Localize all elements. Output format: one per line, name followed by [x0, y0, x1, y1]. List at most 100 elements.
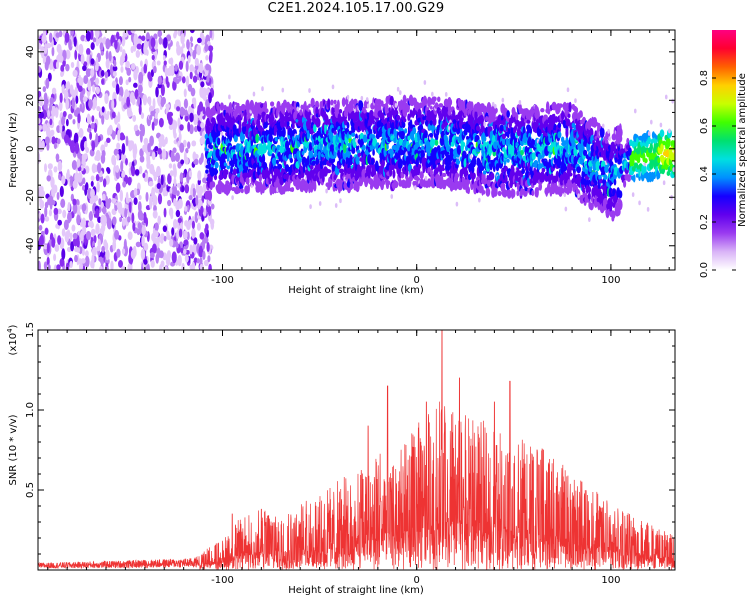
spectrogram-noise-blob — [181, 262, 185, 270]
spectrogram-noise-blob — [199, 86, 204, 98]
spectrogram-noise-blob — [187, 55, 191, 64]
spectrogram-noise-blob — [168, 116, 173, 126]
spectrogram-noise-blob — [133, 82, 138, 88]
spectrogram-faint-blob — [396, 86, 400, 92]
spectrogram-noise-blob — [118, 95, 122, 102]
spectrogram-noise-blob — [86, 127, 92, 133]
spectrogram-faint-blob — [346, 94, 350, 100]
spectrogram-noise-blob — [122, 30, 128, 38]
spectrogram-signal-blob — [481, 116, 484, 124]
spectrogram-noise-blob — [159, 263, 163, 270]
spectrogram-noise-blob — [80, 164, 84, 172]
spectrogram-faint-blob — [478, 197, 481, 203]
spectrogram-noise-blob — [72, 118, 76, 125]
spectrogram-signal-blob — [384, 104, 389, 116]
spectrogram-noise-blob — [42, 123, 48, 132]
spectrogram-signal-blob — [333, 99, 337, 105]
spectrogram-noise-blob — [172, 163, 177, 171]
spectrogram-faint-blob — [318, 201, 322, 206]
spectrogram-faint-blob — [227, 161, 230, 166]
spectrogram-signal-blob — [209, 144, 213, 150]
spectrogram-noise-blob — [116, 248, 121, 258]
spectrogram-noise-blob — [208, 45, 214, 52]
spectrogram-signal-blob — [359, 120, 363, 131]
spectrogram-noise-blob — [130, 45, 134, 54]
spectrogram-signal-blob — [495, 108, 498, 113]
spectrogram-noise-blob — [125, 158, 128, 166]
spectrogram-noise-blob — [207, 255, 211, 263]
spectrogram-noise-blob — [51, 186, 56, 199]
spectrogram-noise-blob — [121, 248, 126, 255]
spectrogram-noise-blob — [159, 238, 164, 244]
spectrogram-noise-blob — [193, 125, 198, 133]
spectrogram-signal-blob — [272, 144, 276, 153]
spectrogram-noise-blob — [134, 124, 139, 131]
spectrogram-noise-blob — [77, 172, 83, 183]
spectrogram-signal-blob — [308, 142, 313, 152]
spectrogram-signal-blob — [485, 187, 491, 197]
spectrogram-noise-blob — [169, 170, 174, 177]
spectrogram-signal-blob — [248, 118, 252, 126]
spectrogram-signal-blob — [560, 110, 565, 121]
spectrogram-noise-blob — [85, 182, 89, 191]
spectrogram-noise-blob — [150, 37, 156, 48]
spectrogram-noise-blob — [78, 262, 84, 270]
spectrogram-noise-blob — [116, 153, 120, 161]
spectrogram-noise-blob — [121, 134, 126, 141]
spectrogram-noise-blob — [201, 239, 206, 250]
spectrogram-noise-blob — [70, 241, 75, 252]
spectrogram-noise-blob — [38, 66, 41, 73]
spectrogram-noise-blob — [178, 228, 183, 238]
spectrogram-noise-blob — [143, 259, 148, 265]
spectrogram-signal-blob — [393, 180, 399, 189]
spectrogram-signal-blob — [402, 94, 407, 104]
spectrogram-signal-blob — [272, 161, 276, 166]
spectrogram-noise-blob — [90, 175, 95, 181]
spectrogram-noise-blob — [50, 129, 55, 137]
spectrogram-signal-blob — [402, 118, 407, 123]
chart-title: C2E1.2024.105.17.00.G29 — [267, 1, 445, 16]
spectrogram-noise-blob — [162, 55, 166, 61]
spectrogram-noise-blob — [183, 88, 187, 98]
spectrogram-faint-blob — [494, 103, 497, 109]
spectrogram-noise-blob — [63, 90, 69, 100]
spectrogram-signal-blob — [270, 112, 274, 123]
spectrogram-faint-blob — [588, 217, 591, 223]
spectrogram-noise-blob — [137, 201, 142, 213]
spectrogram-noise-blob — [157, 147, 162, 155]
spectrogram-signal-blob — [448, 109, 451, 116]
spectrogram-noise-blob — [85, 230, 92, 241]
spectrogram-faint-blob — [413, 185, 417, 191]
spectrogram-noise-blob — [58, 100, 63, 112]
spectrogram-noise-blob — [84, 255, 90, 268]
spectrogram-noise-blob — [135, 241, 141, 248]
spectrogram-noise-blob — [53, 264, 58, 270]
spectrogram-noise-blob — [119, 216, 122, 223]
spectrogram-noise-blob — [178, 75, 182, 82]
spectrogram-noise-blob — [81, 249, 85, 256]
spectrogram-noise-blob — [62, 59, 66, 67]
spectrogram-noise-blob — [83, 75, 89, 85]
spectrogram-noise-blob — [60, 198, 66, 208]
spectrogram-noise-blob — [170, 150, 175, 163]
spectrogram-noise-blob — [49, 97, 54, 105]
spectrogram-noise-blob — [175, 209, 181, 218]
spectrogram-noise-blob — [56, 264, 61, 270]
spectrogram-noise-blob — [48, 209, 53, 217]
spectrogram-signal-blob — [310, 150, 314, 159]
spectrogram-noise-blob — [61, 228, 66, 237]
spectrogram-noise-blob — [120, 266, 127, 270]
spectrogram-noise-blob — [95, 223, 100, 235]
spectrogram-noise-blob — [83, 140, 88, 150]
spectrogram-noise-blob — [173, 177, 177, 187]
spectrogram-signal-blob — [299, 109, 303, 116]
spectrogram-noise-blob — [94, 30, 100, 39]
spectrogram-noise-blob — [166, 230, 170, 240]
spectrogram-noise-blob — [61, 84, 65, 95]
spectrogram-noise-blob — [168, 65, 172, 77]
spectrogram-noise-blob — [155, 107, 160, 114]
spectrogram-signal-blob — [567, 172, 573, 177]
spectrogram-noise-blob — [67, 137, 72, 147]
spectrogram-signal-blob — [223, 169, 229, 176]
spectrogram-noise-blob — [197, 178, 201, 186]
